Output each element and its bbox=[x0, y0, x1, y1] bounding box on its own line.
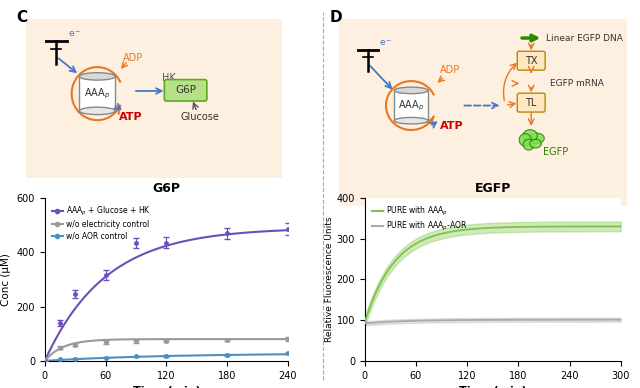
Text: EGFP: EGFP bbox=[543, 147, 568, 157]
Bar bbox=[394, 90, 428, 121]
Legend: AAA$_p$ + Glucose + HK, w/o electricity control, w/o AOR control: AAA$_p$ + Glucose + HK, w/o electricity … bbox=[49, 202, 154, 244]
X-axis label: Time (min): Time (min) bbox=[459, 386, 527, 388]
Text: ATP: ATP bbox=[440, 121, 464, 131]
Ellipse shape bbox=[523, 130, 538, 142]
Text: ATP: ATP bbox=[119, 113, 142, 123]
Ellipse shape bbox=[394, 118, 428, 124]
Title: EGFP: EGFP bbox=[475, 182, 511, 195]
Ellipse shape bbox=[519, 133, 531, 146]
Text: C: C bbox=[16, 10, 27, 25]
Text: Linear EGFP DNA: Linear EGFP DNA bbox=[545, 33, 623, 43]
Text: G6P: G6P bbox=[175, 85, 196, 95]
Text: HK: HK bbox=[162, 73, 176, 83]
Text: ADP: ADP bbox=[440, 65, 460, 75]
Legend: PURE with AAA$_p$, PURE with AAA$_p$-AOR: PURE with AAA$_p$, PURE with AAA$_p$-AOR bbox=[369, 202, 471, 236]
Bar bbox=[79, 76, 115, 111]
FancyBboxPatch shape bbox=[22, 16, 285, 182]
X-axis label: Time (min): Time (min) bbox=[132, 386, 200, 388]
Title: G6P: G6P bbox=[152, 182, 180, 195]
Text: D: D bbox=[330, 10, 342, 25]
Ellipse shape bbox=[530, 139, 541, 148]
Y-axis label: Relative Fluorescence Units: Relative Fluorescence Units bbox=[324, 217, 334, 342]
Text: ADP: ADP bbox=[123, 53, 143, 63]
Ellipse shape bbox=[394, 87, 428, 94]
FancyBboxPatch shape bbox=[517, 51, 545, 70]
Text: Glucose: Glucose bbox=[180, 113, 219, 123]
Text: AAA$_p$: AAA$_p$ bbox=[398, 98, 424, 113]
Text: AAA$_p$: AAA$_p$ bbox=[84, 87, 110, 101]
Text: TX: TX bbox=[525, 56, 538, 66]
Text: e$^-$: e$^-$ bbox=[68, 30, 81, 39]
Ellipse shape bbox=[79, 73, 115, 80]
FancyBboxPatch shape bbox=[164, 80, 207, 101]
Ellipse shape bbox=[529, 133, 544, 144]
FancyBboxPatch shape bbox=[517, 93, 545, 112]
Text: TL: TL bbox=[525, 98, 537, 108]
FancyBboxPatch shape bbox=[335, 16, 631, 209]
Ellipse shape bbox=[79, 107, 115, 114]
Text: EGFP mRNA: EGFP mRNA bbox=[550, 79, 604, 88]
Ellipse shape bbox=[524, 139, 534, 150]
Y-axis label: Conc (μM): Conc (μM) bbox=[1, 253, 11, 306]
Text: e$^-$: e$^-$ bbox=[379, 39, 392, 48]
